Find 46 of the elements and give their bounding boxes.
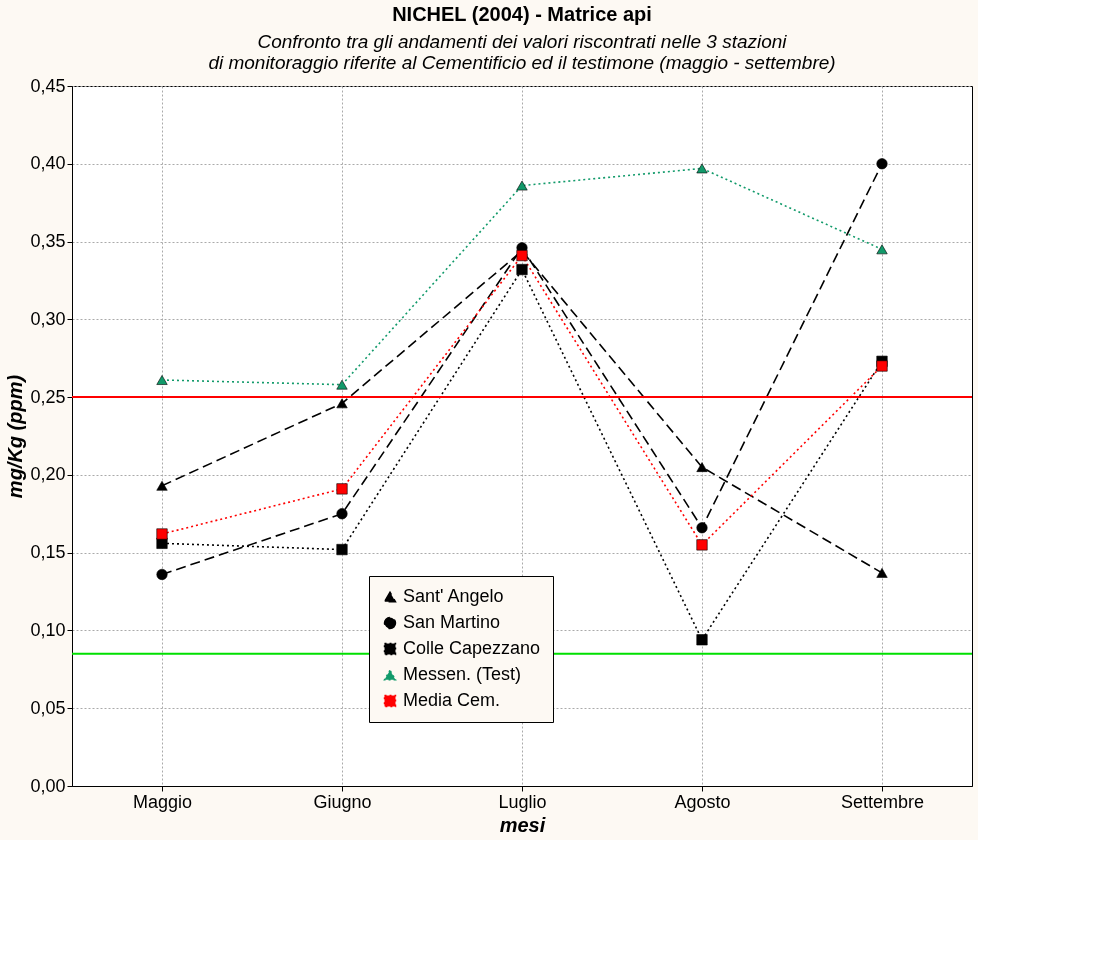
- point: [156, 375, 168, 385]
- point: [156, 528, 168, 540]
- point: [156, 568, 168, 580]
- chart-title: NICHEL (2004) - Matrice api: [392, 3, 652, 25]
- y-tick-label: 0,15: [30, 542, 66, 563]
- point: [336, 379, 348, 390]
- y-tick-label: 0,20: [30, 464, 66, 485]
- y-tick-label: 0,40: [30, 153, 66, 174]
- point: [696, 522, 708, 534]
- point: [336, 508, 348, 520]
- point: [876, 158, 888, 170]
- point: [336, 398, 348, 409]
- y-tick-label: 0,30: [30, 308, 66, 329]
- point: [876, 360, 888, 372]
- y-tick-label: 0,10: [30, 619, 66, 640]
- x-tick-label: Maggio: [132, 791, 193, 812]
- legend-label: Sant' Angelo: [403, 586, 504, 606]
- y-tick-label: 0,45: [30, 75, 66, 96]
- x-tick-label: Agosto: [674, 791, 731, 812]
- y-tick-label: 0,00: [30, 775, 66, 796]
- point: [876, 568, 888, 578]
- y-tick-label: 0,05: [30, 697, 66, 718]
- text: Confronto tra gli andamenti dei valori riscontrati nelle 3 stazioni: [257, 31, 787, 52]
- y-tick-label: 0,25: [30, 386, 66, 407]
- point: [876, 244, 888, 255]
- legend-label: San Martino: [403, 612, 501, 632]
- point: [336, 483, 348, 495]
- x-tick-label: Luglio: [498, 791, 547, 812]
- x-tick-label: Giugno: [313, 791, 372, 812]
- legend-label: Media Cem.: [403, 690, 501, 710]
- point: [156, 480, 168, 491]
- point: [516, 250, 528, 262]
- point: [696, 539, 708, 551]
- point: [696, 634, 708, 646]
- point: [516, 180, 528, 191]
- legend-label: Colle Capezzano: [403, 638, 541, 658]
- point: [336, 544, 348, 556]
- y-axis-title: mg/Kg (ppm): [4, 374, 27, 499]
- point: [696, 462, 708, 472]
- text: di monitoraggio riferite al Cementificio ed il testimone (maggio - settembre): [208, 52, 836, 73]
- x-axis-title: mesi: [499, 813, 546, 836]
- legend-label: Messen. (Test): [403, 664, 522, 684]
- point: [696, 163, 708, 174]
- y-tick-label: 0,35: [30, 231, 66, 252]
- point: [516, 264, 528, 276]
- x-tick-label: Settembre: [840, 791, 925, 812]
